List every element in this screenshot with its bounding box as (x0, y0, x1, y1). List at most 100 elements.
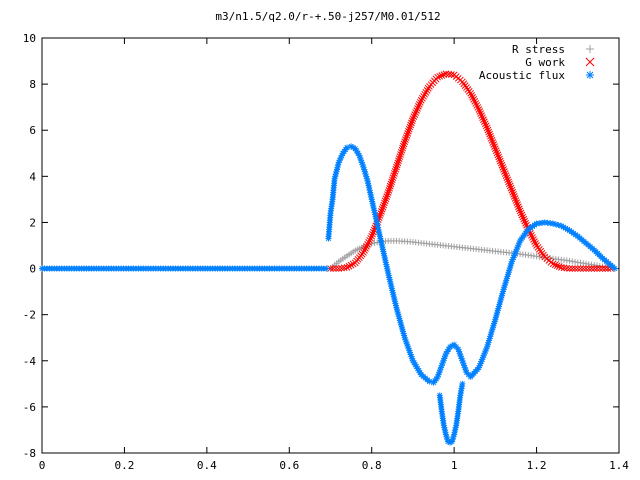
x-tick-label: 0 (39, 459, 46, 472)
data-point (483, 124, 491, 132)
data-point-interp (585, 265, 593, 272)
data-point (557, 264, 565, 271)
data-point-interp (498, 161, 506, 169)
data-point-interp (474, 104, 482, 111)
data-point-interp (490, 141, 498, 148)
data-point-interp (577, 265, 584, 272)
data-point-interp (470, 96, 478, 103)
data-point (574, 265, 582, 272)
x-tick-label: 0.4 (197, 459, 217, 472)
data-point-interp (414, 105, 421, 112)
data-point-interp (393, 161, 401, 169)
data-point-interp (404, 130, 412, 137)
data-point-interp (370, 228, 377, 236)
data-point-interp (415, 100, 423, 108)
x-tick-label: 1.2 (527, 459, 547, 472)
data-point-interp (388, 176, 396, 184)
data-point-interp (347, 261, 355, 269)
legend-label: Acoustic flux (479, 69, 565, 82)
data-point (368, 232, 376, 240)
data-point-interp (529, 234, 536, 241)
data-point (599, 265, 606, 272)
y-tick-label: -8 (23, 447, 36, 460)
data-point-interp (408, 117, 416, 125)
data-point-interp (519, 213, 527, 221)
data-point-interp (395, 157, 402, 165)
series-g-work (327, 70, 615, 272)
data-point-interp (515, 205, 523, 213)
x-tick-label: 0.2 (114, 459, 134, 472)
data-point (611, 265, 618, 272)
data-point-interp (405, 345, 412, 352)
data-point-interp (406, 123, 414, 131)
legend-marker (586, 71, 594, 79)
legend-marker (585, 57, 595, 67)
data-point-interp (369, 230, 376, 238)
data-point-interp (492, 147, 500, 155)
data-point (451, 431, 458, 438)
data-point-interp (413, 107, 420, 114)
y-tick-label: 0 (29, 263, 36, 276)
data-point-interp (473, 102, 481, 109)
data-point-interp (402, 134, 410, 141)
data-point-interp (471, 98, 479, 105)
data-point-interp (392, 165, 400, 173)
data-point-interp (420, 92, 427, 100)
chart-title: m3/n1.5/q2.0/r-+.50-j257/M0.01/512 (215, 10, 440, 23)
data-point-interp (381, 199, 388, 207)
series-unnamed-3 (436, 380, 466, 446)
data-point (467, 89, 474, 97)
data-point-interp (397, 151, 404, 158)
data-point-interp (485, 128, 493, 136)
data-point (508, 186, 516, 194)
data-point (484, 343, 491, 350)
data-point (323, 265, 330, 272)
data-point-interp (468, 91, 476, 99)
data-point-interp (482, 122, 490, 130)
data-point-interp (386, 182, 394, 190)
data-point (343, 144, 350, 151)
data-point-interp (391, 298, 398, 305)
data-point-interp (579, 265, 587, 272)
plot-series (39, 70, 618, 446)
data-point-interp (410, 113, 418, 120)
data-point-interp (386, 184, 393, 192)
data-point-interp (505, 178, 512, 186)
series-acoustic-flux (325, 143, 618, 386)
data-point-interp (362, 245, 369, 252)
data-point-interp (501, 168, 508, 175)
data-point-interp (532, 240, 539, 247)
data-point-interp (509, 188, 517, 196)
data-point-interp (365, 238, 372, 246)
data-point-interp (408, 119, 415, 127)
data-point-interp (448, 71, 455, 78)
data-point-interp (512, 197, 520, 204)
data-point-interp (476, 108, 484, 115)
data-point-interp (553, 262, 561, 270)
data-point-interp (601, 265, 609, 272)
data-point-interp (389, 174, 397, 182)
data-point-interp (499, 163, 507, 171)
data-point-interp (530, 236, 537, 243)
data-point-interp (340, 264, 348, 272)
data-point-interp (495, 153, 503, 161)
data-point (401, 138, 409, 146)
data-point-interp (528, 232, 535, 239)
data-point-interp (506, 180, 513, 188)
data-point-interp (494, 151, 502, 159)
data-point-interp (424, 85, 432, 92)
data-point-interp (493, 149, 501, 157)
data-point-interp (400, 140, 408, 148)
data-point-interp (513, 199, 521, 206)
data-point-interp (588, 265, 595, 272)
data-point-interp (405, 127, 412, 135)
data-point-interp (423, 87, 431, 94)
data-point-interp (421, 90, 429, 98)
data-point-interp (363, 243, 370, 250)
data-point-interp (501, 170, 509, 177)
data-point (500, 166, 507, 173)
data-point (590, 265, 598, 272)
data-point-interp (332, 265, 340, 272)
data-point-interp (481, 120, 489, 128)
data-point-interp (338, 264, 345, 272)
